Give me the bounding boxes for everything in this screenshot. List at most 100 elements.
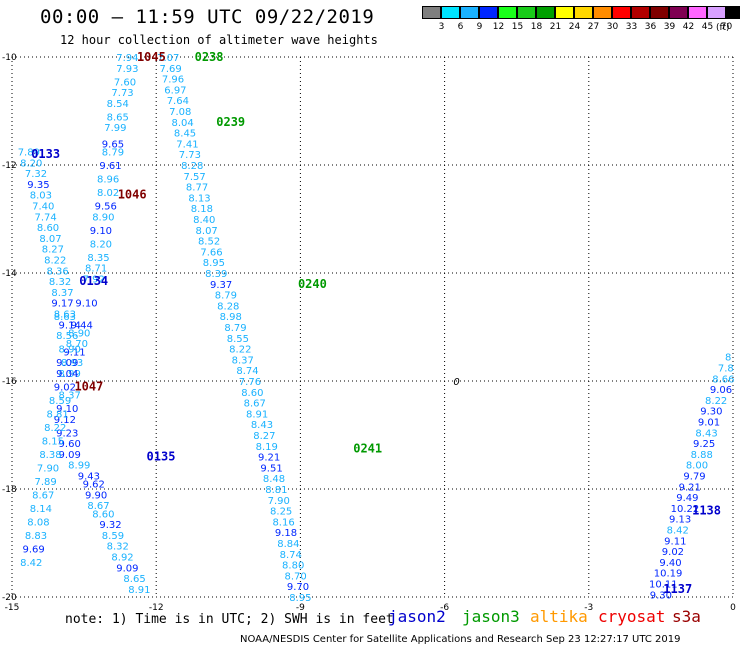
legend-cell: 3 xyxy=(421,6,444,32)
wave-height-point: 8.43 xyxy=(251,420,273,431)
wave-height-point: 9.14 xyxy=(59,320,81,331)
wave-height-point: 8.84 xyxy=(277,539,299,550)
wave-height-point: 9.09 xyxy=(59,450,81,461)
wave-height-point: 7.73 xyxy=(111,88,133,99)
wave-height-point: 8.71 xyxy=(85,264,107,275)
legend-swatch xyxy=(649,6,669,19)
wave-height-point: 8.52 xyxy=(198,237,220,248)
wave-height-point: 9.10 xyxy=(90,226,112,237)
wave-height-point: 8.63 xyxy=(54,310,76,321)
wave-height-point: 8.38 xyxy=(39,450,61,461)
wave-height-point: 9.09 xyxy=(56,358,78,369)
y-tick-label: -10 xyxy=(2,53,17,63)
wave-height-point: 9.23 xyxy=(56,428,78,439)
wave-height-point: 9.49 xyxy=(676,493,698,504)
pass-label: 0241 xyxy=(353,442,382,456)
legend-label: 6 xyxy=(457,22,464,32)
wave-height-point: 9.69 xyxy=(22,544,44,555)
legend-swatch xyxy=(611,6,631,19)
wave-height-point: 8.02 xyxy=(97,188,119,199)
legend-cell: 27 xyxy=(573,6,599,32)
wave-height-point: 8.37 xyxy=(59,391,81,402)
wave-height-point: 8.15 xyxy=(42,436,64,447)
wave-height-point: 7.64 xyxy=(167,96,189,107)
y-tick-label: -12 xyxy=(2,161,17,171)
wave-height-point: 10.22 xyxy=(671,504,700,515)
wave-height-point: 9.65 xyxy=(102,139,124,150)
pass-label: 1138 xyxy=(692,504,721,518)
wave-height-point: 8.81 xyxy=(47,409,69,420)
wave-height-point: 8.90 xyxy=(59,345,81,356)
wave-height-point: 8.45 xyxy=(174,129,196,140)
legend-swatch xyxy=(478,6,498,19)
legend-swatch xyxy=(535,6,555,19)
x-tick-label: -3 xyxy=(584,603,593,613)
pass-label: 0238 xyxy=(195,50,224,64)
wave-height-point: 8.90 xyxy=(92,212,114,223)
satellite-label: jason3 xyxy=(462,607,520,626)
legend-cell: 36 xyxy=(630,6,656,32)
wave-height-point: 8.22 xyxy=(44,256,66,267)
pass-label: 0239 xyxy=(216,115,245,129)
wave-height-point: 8.60 xyxy=(92,509,114,520)
wave-height-point: 7.93 xyxy=(116,64,138,75)
legend-swatch xyxy=(706,6,726,19)
wave-height-point: 9.06 xyxy=(710,385,732,396)
wave-height-point: 8.90 xyxy=(68,328,90,339)
wave-height-point: 8.22 xyxy=(229,345,251,356)
wave-height-point: 9.60 xyxy=(59,439,81,450)
legend-cell: 45 xyxy=(687,6,713,32)
wave-height-point: 8.59 xyxy=(49,396,71,407)
wave-height-point: 8.88 xyxy=(691,450,713,461)
satellite-label: cryosat xyxy=(598,607,666,626)
wave-height-point: 8.79 xyxy=(215,291,237,302)
legend-label: 27 xyxy=(587,22,600,32)
x-tick-label: -9 xyxy=(296,603,305,613)
y-tick-label: -18 xyxy=(2,485,17,495)
wave-height-point: 7.41 xyxy=(176,139,198,150)
wave-height-point: 9.56 xyxy=(95,202,117,213)
legend-cell: 6 xyxy=(440,6,463,32)
legend-swatch xyxy=(440,6,460,19)
marker-label: 0 xyxy=(453,377,459,388)
legend-swatch xyxy=(516,6,536,19)
footer-credit: NOAA/NESDIS Center for Satellite Applica… xyxy=(240,634,681,645)
wave-height-point: 9.51 xyxy=(260,463,282,474)
wave-height-point: 8.32 xyxy=(49,277,71,288)
wave-height-point: 9.43 xyxy=(78,472,100,483)
legend-cell: 39 xyxy=(649,6,675,32)
wave-height-point: 8.59 xyxy=(102,531,124,542)
wave-height-point: 7.73 xyxy=(179,150,201,161)
wave-height-point: 8.93 xyxy=(61,358,83,369)
pass-label: 1045 xyxy=(137,50,166,64)
wave-height-point: 8.67 xyxy=(244,399,266,410)
wave-height-point: 9.70 xyxy=(287,582,309,593)
legend-swatch xyxy=(630,6,650,19)
wave-height-point: 8.40 xyxy=(193,215,215,226)
wave-height-point: 8.74 xyxy=(236,366,258,377)
legend-label: 42 xyxy=(682,22,695,32)
legend-swatch xyxy=(668,6,688,19)
wave-height-point: 7.8 xyxy=(718,364,734,375)
satellite-label: altika xyxy=(530,607,588,626)
pass-label: 0134 xyxy=(79,274,108,288)
legend-label: 39 xyxy=(663,22,676,32)
pass-label: 0240 xyxy=(298,277,327,291)
wave-height-point: 8.67 xyxy=(32,490,54,501)
wave-height-point: 9.25 xyxy=(693,439,715,450)
wave-height-point: 8.25 xyxy=(270,507,292,518)
legend-cell: 30 xyxy=(592,6,618,32)
wave-height-point: 8.27 xyxy=(253,431,275,442)
wave-height-point: 9.02 xyxy=(662,547,684,558)
wave-height-point: 8.60 xyxy=(241,388,263,399)
wave-height-point: 9.40 xyxy=(659,558,681,569)
wave-height-point: 9.11 xyxy=(664,536,686,547)
wave-height-point: 8.37 xyxy=(51,288,73,299)
pass-label: 1047 xyxy=(74,379,103,393)
legend-cell xyxy=(725,6,740,32)
wave-height-point: 7.60 xyxy=(114,77,136,88)
legend-cell: 33 xyxy=(611,6,637,32)
wave-height-point: 9.10 xyxy=(75,299,97,310)
wave-height-point: 8.70 xyxy=(284,571,306,582)
